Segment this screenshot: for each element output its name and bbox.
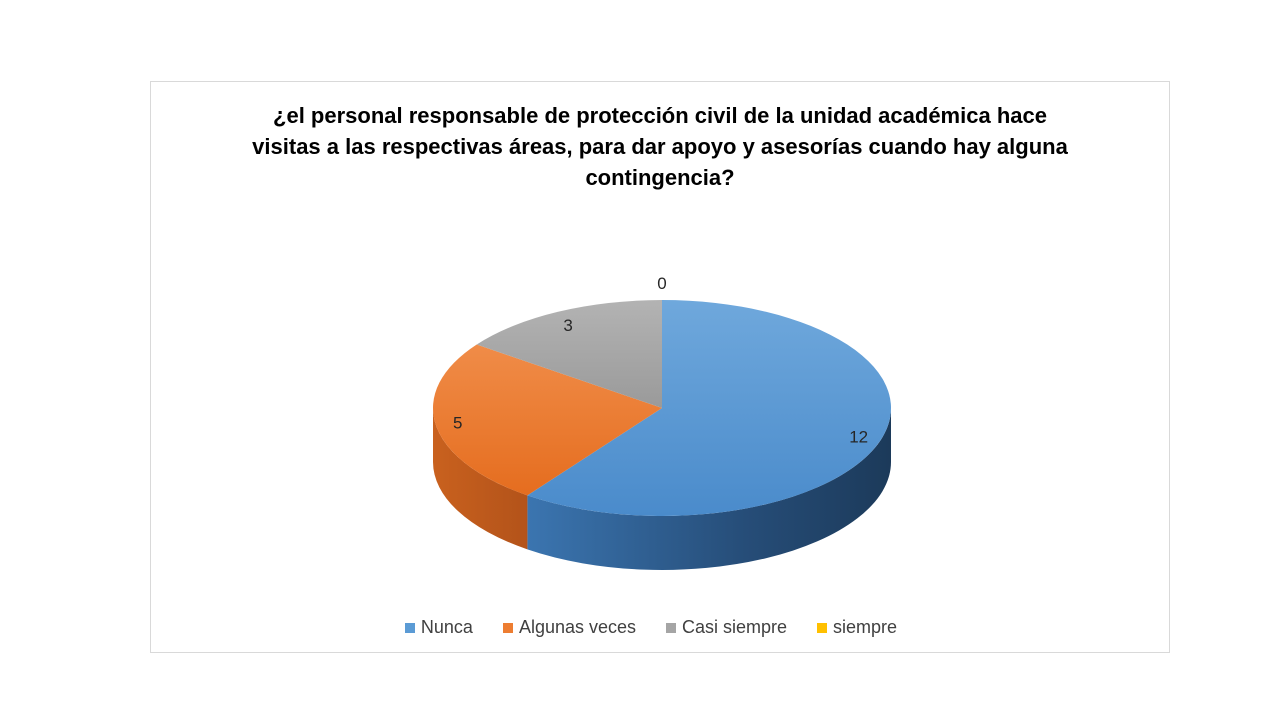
pie-slice-nunca xyxy=(527,300,892,516)
pie-side-algunas-veces xyxy=(432,408,528,550)
legend-item-nunca: Nunca xyxy=(404,617,473,638)
legend-label-nunca: Nunca xyxy=(420,617,473,637)
data-label-casi-siempre: 3 xyxy=(563,316,572,335)
legend-label-siempre: siempre xyxy=(833,617,898,637)
pie-labels: 12 5 3 0 xyxy=(453,274,868,447)
legend-item-algunas-veces: Algunas veces xyxy=(502,617,637,638)
pie-slice-casi-siempre xyxy=(476,300,662,408)
legend-swatch-nunca xyxy=(404,622,415,633)
legend-label-casi-siempre: Casi siempre xyxy=(682,617,788,637)
pie-side-nunca xyxy=(527,408,891,571)
pie-slice-algunas-veces xyxy=(433,344,662,496)
legend-swatch-siempre xyxy=(817,622,828,633)
legend: Nunca Algunas veces Casi siempre siempre xyxy=(0,617,1280,638)
pie-sides xyxy=(432,408,891,571)
legend-label-algunas-veces: Algunas veces xyxy=(518,617,637,637)
legend-swatch-algunas-veces xyxy=(502,622,513,633)
data-label-algunas-veces: 5 xyxy=(453,414,462,433)
pie-tops xyxy=(433,300,892,516)
legend-item-casi-siempre: Casi siempre xyxy=(666,617,787,638)
data-label-nunca: 12 xyxy=(849,428,868,447)
legend-item-siempre: siempre xyxy=(817,617,897,638)
data-label-siempre: 0 xyxy=(657,274,666,293)
chart-title: ¿el personal responsable de protección c… xyxy=(252,103,1068,190)
legend-swatch-casi-siempre xyxy=(666,622,677,633)
